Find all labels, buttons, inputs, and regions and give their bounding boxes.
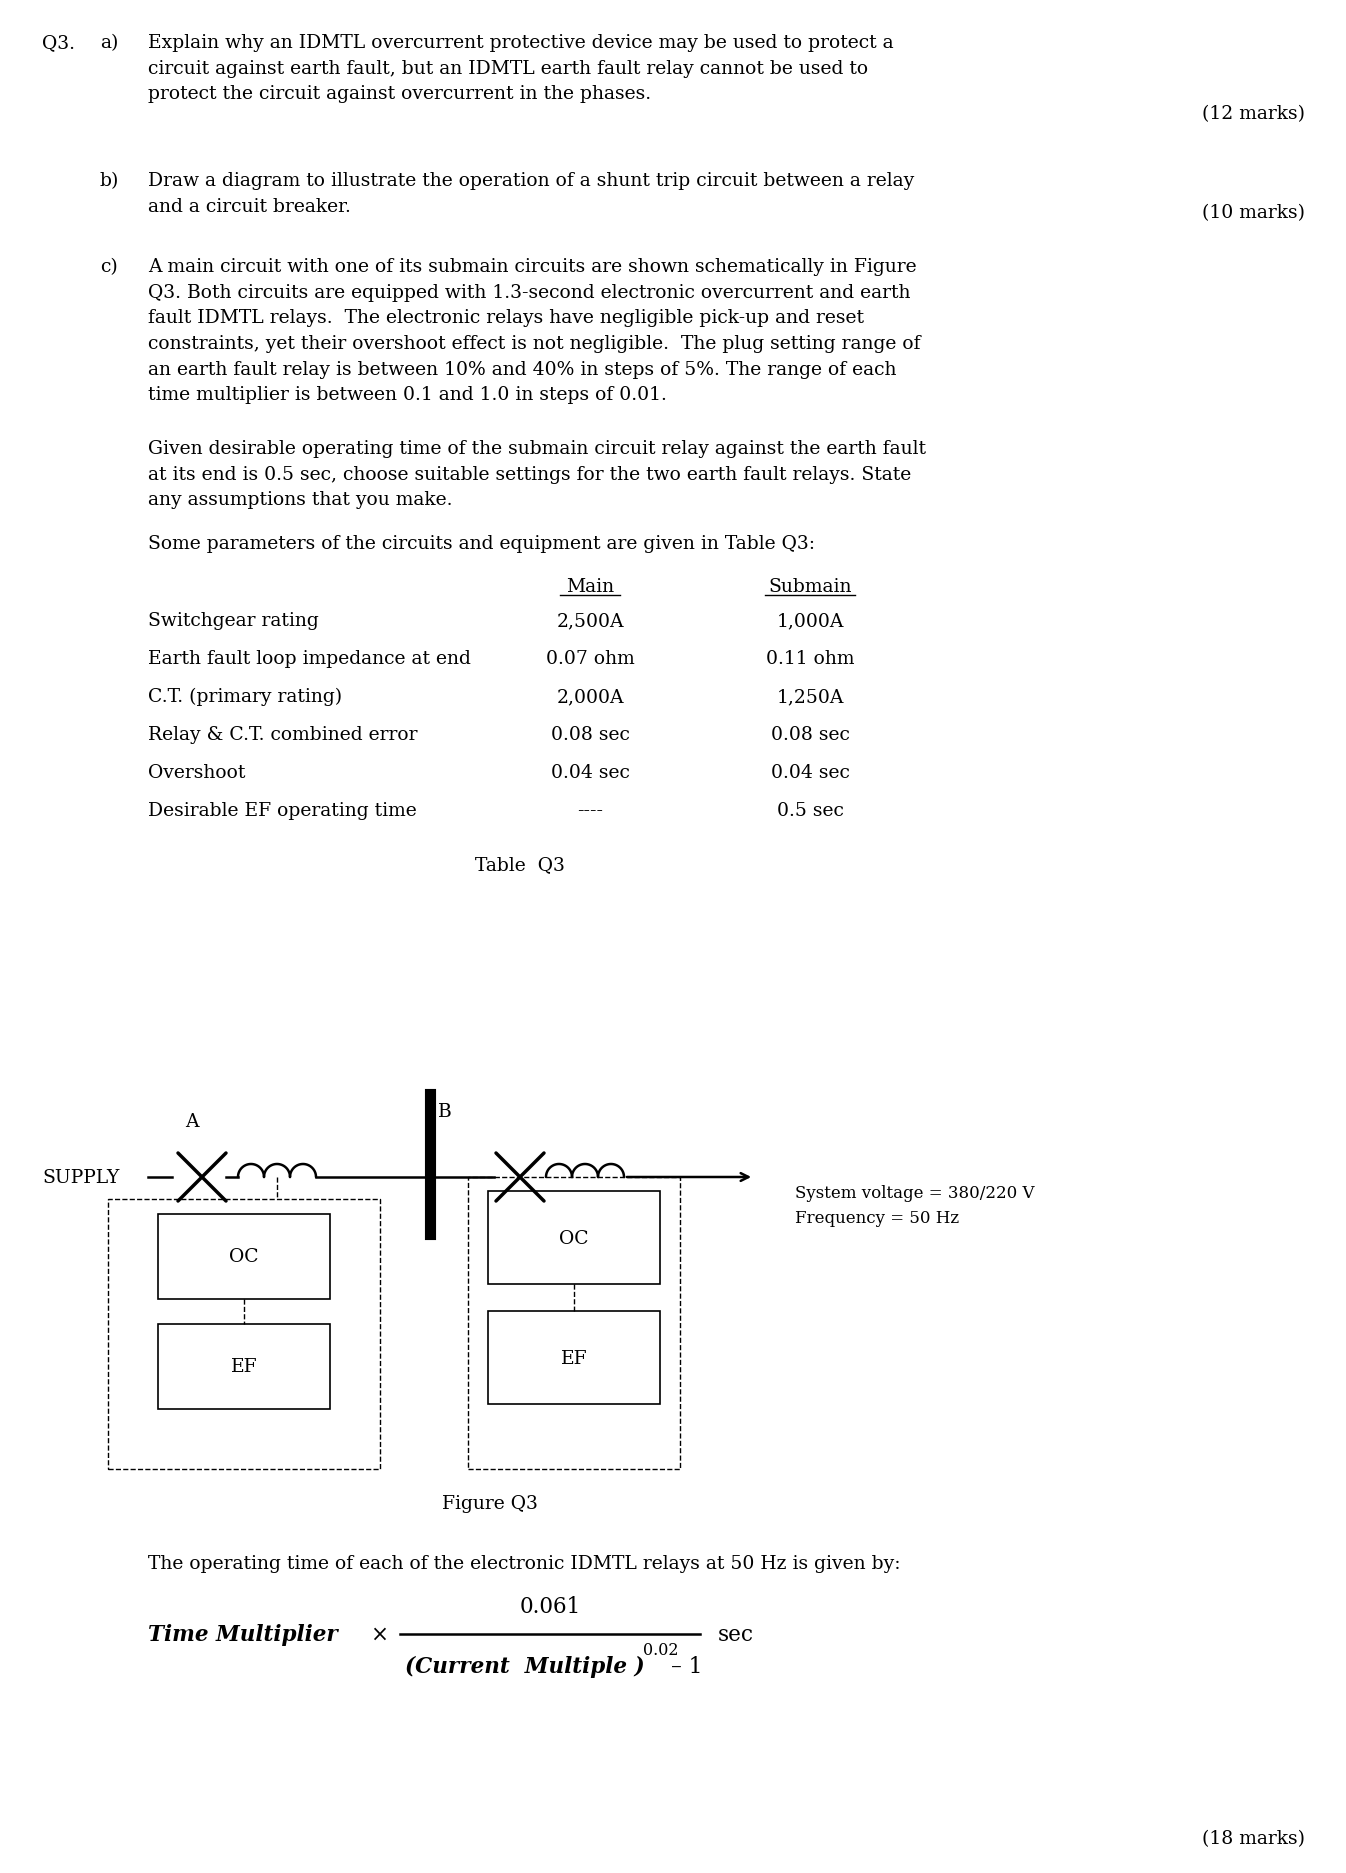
Text: ×: × — [370, 1624, 388, 1644]
Text: The operating time of each of the electronic IDMTL relays at 50 Hz is given by:: The operating time of each of the electr… — [148, 1555, 900, 1571]
Bar — [489, 1191, 660, 1285]
Text: (18 marks): (18 marks) — [1202, 1830, 1306, 1847]
Text: Switchgear rating: Switchgear rating — [148, 612, 319, 629]
Text: B: B — [437, 1103, 452, 1120]
Text: C.T. (primary rating): C.T. (primary rating) — [148, 687, 342, 706]
Text: Overshoot: Overshoot — [148, 764, 245, 781]
Text: A: A — [186, 1113, 199, 1131]
Text: Frequency = 50 Hz: Frequency = 50 Hz — [795, 1210, 960, 1227]
Text: a): a) — [100, 34, 118, 52]
Text: Time Multiplier: Time Multiplier — [148, 1624, 338, 1644]
Text: 0.04 sec: 0.04 sec — [770, 764, 849, 781]
Text: Explain why an IDMTL overcurrent protective device may be used to protect a
circ: Explain why an IDMTL overcurrent protect… — [148, 34, 894, 103]
Text: 0.061: 0.061 — [520, 1596, 580, 1616]
Text: Some parameters of the circuits and equipment are given in Table Q3:: Some parameters of the circuits and equi… — [148, 534, 814, 553]
Text: 1,250A: 1,250A — [777, 687, 844, 706]
Text: (12 marks): (12 marks) — [1202, 105, 1306, 124]
Text: sec: sec — [717, 1624, 754, 1644]
Text: OC: OC — [559, 1229, 588, 1247]
Text: 0.04 sec: 0.04 sec — [551, 764, 630, 781]
Text: 0.07 ohm: 0.07 ohm — [545, 650, 634, 667]
Text: Draw a diagram to illustrate the operation of a shunt trip circuit between a rel: Draw a diagram to illustrate the operati… — [148, 172, 914, 215]
Text: 0.11 ohm: 0.11 ohm — [766, 650, 855, 667]
Text: (10 marks): (10 marks) — [1202, 204, 1306, 221]
Bar — [489, 1311, 660, 1405]
Text: b): b) — [100, 172, 120, 189]
Text: System voltage = 380/220 V: System voltage = 380/220 V — [795, 1184, 1035, 1201]
Text: Earth fault loop impedance at end: Earth fault loop impedance at end — [148, 650, 471, 667]
Bar — [157, 1214, 330, 1300]
Text: ----: ---- — [577, 802, 603, 820]
Text: OC: OC — [229, 1247, 258, 1266]
Text: Figure Q3: Figure Q3 — [441, 1495, 538, 1512]
Text: – 1: – 1 — [672, 1656, 703, 1676]
Text: (Current  Multiple ): (Current Multiple ) — [405, 1656, 645, 1676]
Text: Relay & C.T. combined error: Relay & C.T. combined error — [148, 725, 417, 744]
Text: 0.02: 0.02 — [643, 1641, 678, 1659]
Text: Table  Q3: Table Q3 — [475, 856, 565, 873]
Bar — [468, 1178, 680, 1468]
Text: EF: EF — [230, 1358, 257, 1377]
Text: 0.08 sec: 0.08 sec — [770, 725, 849, 744]
Text: Given desirable operating time of the submain circuit relay against the earth fa: Given desirable operating time of the su… — [148, 440, 926, 509]
Text: Q3.: Q3. — [42, 34, 75, 52]
Text: 2,000A: 2,000A — [556, 687, 623, 706]
Bar — [108, 1199, 380, 1468]
Text: c): c) — [100, 258, 117, 275]
Text: 1,000A: 1,000A — [777, 612, 844, 629]
Text: SUPPLY: SUPPLY — [42, 1169, 120, 1186]
Text: A main circuit with one of its submain circuits are shown schematically in Figur: A main circuit with one of its submain c… — [148, 258, 921, 405]
Text: 0.5 sec: 0.5 sec — [777, 802, 844, 820]
Text: 2,500A: 2,500A — [556, 612, 623, 629]
Text: Main: Main — [565, 577, 614, 596]
Text: Submain: Submain — [769, 577, 852, 596]
Text: Desirable EF operating time: Desirable EF operating time — [148, 802, 417, 820]
Text: EF: EF — [561, 1349, 587, 1367]
Bar — [157, 1324, 330, 1408]
Text: 0.08 sec: 0.08 sec — [551, 725, 630, 744]
